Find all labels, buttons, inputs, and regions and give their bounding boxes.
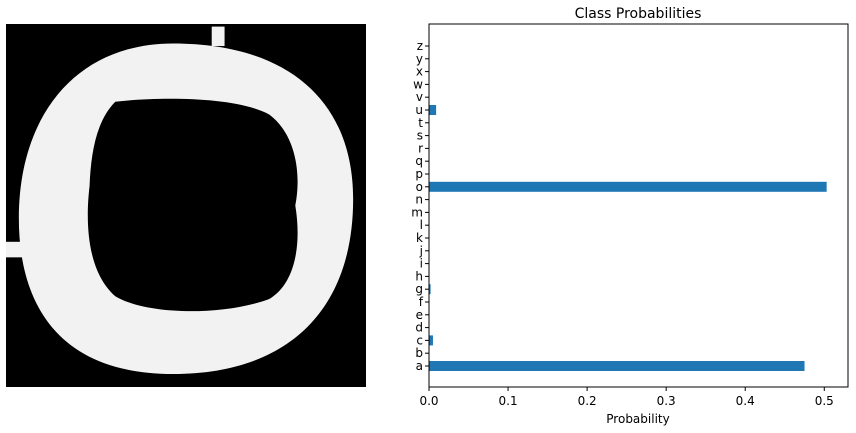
y-tick-label-p: p (415, 167, 423, 181)
input-letter-image (6, 24, 366, 387)
y-tick-label-b: b (415, 346, 423, 360)
y-tick-label-i: i (420, 257, 423, 271)
bar-u (429, 105, 437, 115)
x-tick-label: 0.5 (815, 394, 834, 408)
image-stroke-top-fragment (211, 26, 225, 47)
x-tick-label: 0.0 (419, 394, 438, 408)
y-tick-label-f: f (419, 295, 424, 309)
y-tick-label-u: u (415, 103, 423, 117)
bar-c (429, 335, 433, 346)
y-tick-label-l: l (420, 218, 423, 232)
y-tick-label-v: v (416, 90, 423, 104)
x-tick-label: 0.4 (736, 394, 755, 408)
y-tick-label-e: e (416, 308, 423, 322)
y-tick-label-t: t (418, 116, 423, 130)
y-tick-label-n: n (415, 193, 423, 207)
bar-a (429, 361, 805, 371)
y-tick-label-z: z (417, 39, 423, 53)
image-stroke-left-fragment (6, 241, 23, 258)
y-tick-label-x: x (416, 65, 423, 79)
y-tick-label-s: s (417, 129, 423, 143)
y-tick-label-j: j (419, 244, 423, 258)
y-tick-label-c: c (416, 333, 423, 347)
y-tick-label-w: w (413, 77, 423, 91)
y-tick-label-y: y (416, 52, 423, 66)
y-tick-label-k: k (416, 231, 423, 245)
letter-o-ring (18, 43, 354, 375)
x-tick-label: 0.3 (657, 394, 676, 408)
x-axis-label: Probability (606, 412, 669, 426)
y-tick-label-q: q (415, 154, 423, 168)
chart-title: Class Probabilities (575, 6, 702, 22)
bar-o (429, 181, 827, 192)
bar-g (429, 284, 431, 295)
y-tick-label-g: g (415, 282, 423, 296)
x-tick-label: 0.1 (499, 394, 518, 408)
y-tick-label-o: o (416, 180, 423, 194)
x-tick-label: 0.2 (578, 394, 597, 408)
y-tick-label-h: h (415, 269, 423, 283)
y-tick-label-r: r (418, 141, 423, 155)
y-tick-label-a: a (416, 359, 423, 373)
letter-o-raster (6, 24, 366, 387)
plot-frame (428, 23, 849, 388)
x-axis-ticks: 0.0 0.1 0.2 0.3 0.4 0.5 (419, 387, 834, 408)
y-tick-label-m: m (411, 205, 423, 219)
bars (429, 105, 827, 371)
y-tick-label-d: d (415, 321, 423, 335)
